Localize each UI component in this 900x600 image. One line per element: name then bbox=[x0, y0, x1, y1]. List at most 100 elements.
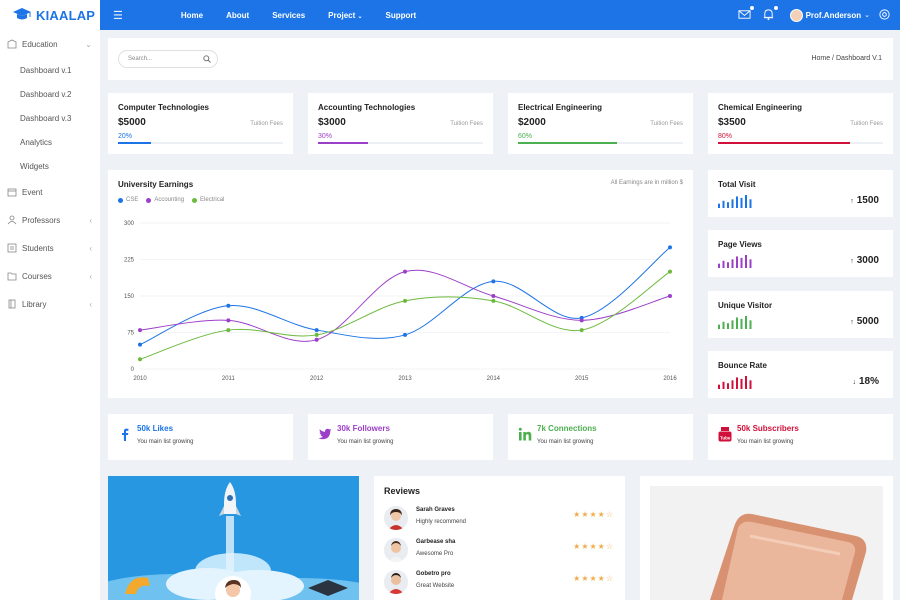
fee-amount: $3000 bbox=[318, 117, 346, 128]
nav-about[interactable]: About bbox=[226, 10, 250, 20]
data-point bbox=[403, 298, 407, 303]
legend-label: Electrical bbox=[200, 197, 225, 203]
sparkbar-chart bbox=[718, 316, 752, 329]
stat-value-text: 3000 bbox=[856, 255, 879, 266]
data-point bbox=[491, 298, 496, 303]
social-desc: You main list growing bbox=[337, 439, 394, 445]
sparkbar bbox=[722, 200, 725, 208]
linkedin-icon bbox=[518, 427, 532, 441]
sparkbar bbox=[736, 377, 738, 389]
sparkbar bbox=[740, 378, 743, 389]
nav-project-label: Project bbox=[328, 10, 356, 20]
sidebar-subitem-dashboard-v3[interactable]: Dashboard v.3 bbox=[20, 113, 72, 123]
x-tick-label: 2014 bbox=[487, 376, 501, 382]
sidebar-item-courses[interactable]: Courses ‹ bbox=[0, 262, 100, 290]
sparkbar bbox=[718, 203, 720, 208]
x-tick-label: 2013 bbox=[398, 376, 412, 382]
sidebar-item-library[interactable]: Library ‹ bbox=[0, 290, 100, 318]
x-tick-label: 2016 bbox=[663, 376, 677, 382]
rocket-illustration bbox=[108, 476, 359, 600]
sparkbar bbox=[749, 320, 752, 329]
sparkbar bbox=[740, 318, 743, 329]
trend-up-icon: ↑ bbox=[850, 319, 854, 326]
sparkbar-chart bbox=[718, 195, 752, 208]
logo[interactable]: KIAALAP bbox=[0, 0, 100, 30]
sparkbar-chart bbox=[718, 376, 752, 389]
social-card-youtube[interactable]: Tube 50k Subscribers You main list growi… bbox=[708, 414, 893, 460]
fee-progress-fill bbox=[518, 142, 617, 144]
sidebar-item-students[interactable]: Students ‹ bbox=[0, 234, 100, 262]
nav-project[interactable]: Project ⌄ bbox=[328, 11, 362, 20]
sparkbar bbox=[740, 197, 743, 208]
sidebar-subitem-widgets[interactable]: Widgets bbox=[20, 161, 49, 171]
fee-progress-track bbox=[518, 142, 683, 144]
students-icon bbox=[7, 243, 17, 253]
review-text: Awesome Pro bbox=[416, 551, 454, 557]
fee-label: Tuition Fees bbox=[450, 121, 483, 127]
sparkbar bbox=[727, 202, 729, 208]
legend-item[interactable]: CSE bbox=[118, 197, 138, 203]
review-item[interactable]: Sarah Graves Highly recommend ★★★★☆ bbox=[384, 505, 614, 535]
chart-note: All Earnings are in million $ bbox=[610, 180, 683, 186]
legend-item[interactable]: Accounting bbox=[146, 197, 184, 203]
sidebar-subitem-dashboard-v2[interactable]: Dashboard v.2 bbox=[20, 89, 72, 99]
search-input[interactable]: Search... bbox=[118, 50, 218, 68]
review-item[interactable]: Garbease sha Awesome Pro ★★★★☆ bbox=[384, 537, 614, 567]
x-tick-label: 2010 bbox=[133, 376, 147, 382]
menu-toggle-icon[interactable]: ☰ bbox=[113, 9, 123, 22]
nav-home[interactable]: Home bbox=[180, 10, 204, 20]
stat-value-text: 1500 bbox=[856, 195, 879, 206]
sparkbar bbox=[731, 259, 734, 268]
copper-case-image bbox=[650, 486, 883, 600]
chevron-left-icon: ‹ bbox=[89, 215, 92, 225]
review-item[interactable]: Gobetro pro Great Website ★★★★☆ bbox=[384, 569, 614, 599]
courses-icon bbox=[7, 272, 17, 281]
education-icon bbox=[7, 39, 17, 49]
sidebar-item-professors[interactable]: Professors ‹ bbox=[0, 206, 100, 234]
chevron-down-icon: ⌄ bbox=[357, 13, 363, 20]
sparkbar bbox=[722, 381, 725, 389]
fee-card: Computer Technologies $5000 Tuition Fees… bbox=[108, 93, 293, 154]
top-bar: KIAALAP ☰ Home About Services Project ⌄ … bbox=[0, 0, 900, 30]
trend-up-icon: ↑ bbox=[850, 198, 854, 205]
sidebar-item-education[interactable]: Education ⌄ bbox=[0, 30, 100, 58]
data-point bbox=[226, 328, 231, 333]
stat-value-text: 18% bbox=[858, 376, 879, 387]
fee-progress-track bbox=[318, 142, 483, 144]
legend-item[interactable]: Electrical bbox=[192, 197, 224, 203]
bell-icon[interactable] bbox=[762, 6, 778, 22]
social-card-linkedin[interactable]: 7k Connections You main list growing bbox=[508, 414, 693, 460]
social-card-twitter[interactable]: 30k Followers You main list growing bbox=[308, 414, 493, 460]
fee-percent: 60% bbox=[518, 133, 533, 140]
legend-label: CSE bbox=[126, 197, 139, 203]
nav-support[interactable]: Support bbox=[385, 10, 417, 20]
sparkbar bbox=[749, 199, 752, 208]
data-point bbox=[226, 303, 231, 308]
search-icon[interactable] bbox=[203, 55, 211, 63]
user-menu[interactable]: Prof.Anderson ⌄ bbox=[789, 8, 870, 22]
fee-title: Chemical Engineering bbox=[718, 103, 803, 112]
fee-title: Computer Technologies bbox=[118, 103, 209, 112]
data-point bbox=[668, 269, 672, 274]
sidebar-subitem-dashboard-v1[interactable]: Dashboard v.1 bbox=[20, 65, 72, 75]
data-point bbox=[403, 332, 407, 337]
stat-value: ↑ 5000 bbox=[850, 316, 879, 327]
chevron-left-icon: ‹ bbox=[89, 299, 92, 309]
chart-legend: CSE Accounting Electrical bbox=[118, 197, 232, 203]
sparkbar bbox=[736, 256, 738, 268]
sidebar-subitem-analytics[interactable]: Analytics bbox=[20, 137, 53, 147]
social-card-facebook[interactable]: 50k Likes You main list growing bbox=[108, 414, 293, 460]
data-point bbox=[138, 357, 142, 362]
graduation-cap-icon bbox=[13, 8, 31, 20]
mail-icon[interactable] bbox=[738, 6, 754, 22]
stat-card: Page Views ↑ 3000 bbox=[708, 230, 893, 277]
sparkbar bbox=[718, 263, 720, 268]
nav-services[interactable]: Services bbox=[272, 10, 306, 20]
earnings-chart-card: University Earnings All Earnings are in … bbox=[108, 170, 693, 398]
settings-icon[interactable] bbox=[878, 8, 892, 22]
fee-card: Accounting Technologies $3000 Tuition Fe… bbox=[308, 93, 493, 154]
sparkbar bbox=[718, 384, 720, 389]
fee-amount: $3500 bbox=[718, 117, 746, 128]
sidebar-item-event[interactable]: Event bbox=[0, 178, 100, 206]
hero-illustration bbox=[108, 476, 359, 600]
